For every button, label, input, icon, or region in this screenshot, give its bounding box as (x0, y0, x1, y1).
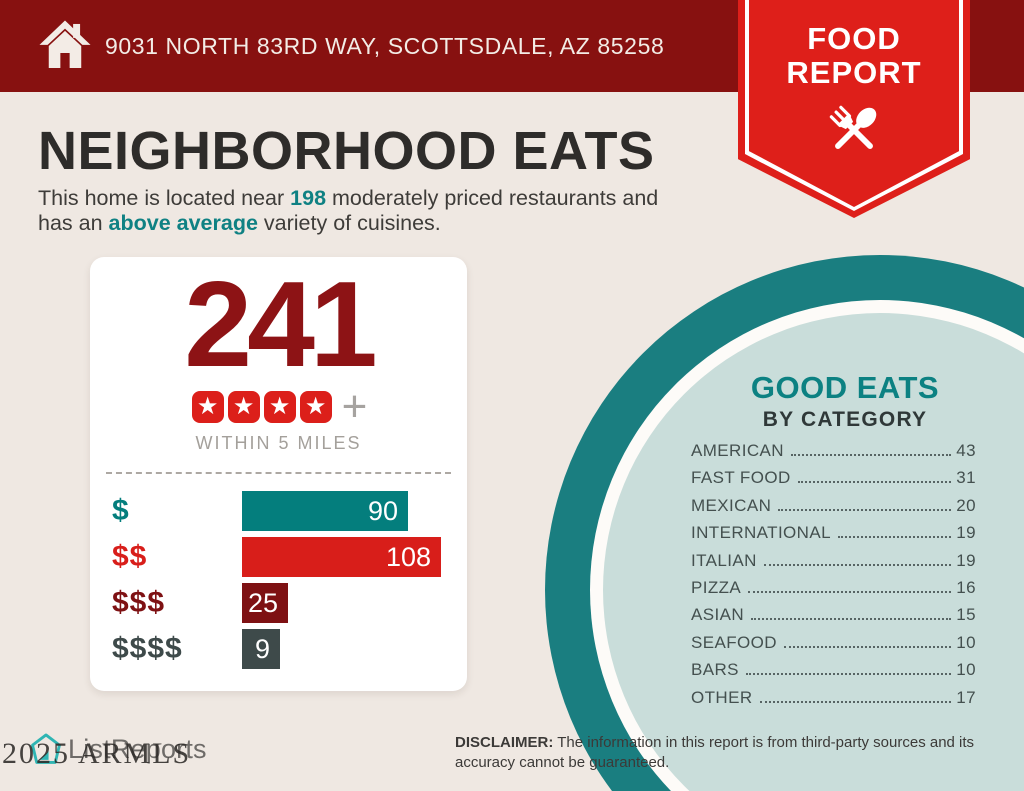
category-label: INTERNATIONAL (691, 523, 831, 543)
category-row: ASIAN 15 (691, 605, 976, 632)
category-value: 19 (956, 550, 976, 570)
category-label: BARS (691, 660, 739, 680)
restaurant-count: 198 (290, 186, 327, 210)
dashed-divider (106, 472, 451, 474)
radius-caption: WITHIN 5 MILES (195, 433, 362, 453)
ribbon-title-line1: FOOD (807, 21, 901, 56)
listreports-house-icon (31, 733, 61, 764)
category-row: OTHER 17 (691, 688, 976, 715)
category-label: FAST FOOD (691, 468, 791, 488)
dotted-leader (783, 645, 952, 648)
disclaimer: DISCLAIMER: The information in this repo… (455, 733, 1015, 774)
property-address: 9031 NORTH 83RD WAY, SCOTTSDALE, AZ 8525… (105, 32, 665, 59)
dotted-leader (797, 481, 952, 484)
category-value: 15 (956, 605, 976, 625)
star-icon: ★ (227, 391, 260, 423)
disclaimer-label: DISCLAIMER: (455, 734, 554, 751)
variety-highlight: above average (108, 210, 258, 235)
category-row: FAST FOOD 31 (691, 468, 976, 495)
category-value: 10 (956, 632, 976, 652)
category-label: ITALIAN (691, 550, 757, 570)
category-value: 19 (956, 523, 976, 543)
price-tier-label: $$$$ (112, 632, 183, 665)
spoon-fork-icon (829, 105, 877, 150)
category-row: PIZZA 16 (691, 578, 976, 605)
dotted-leader (759, 700, 952, 703)
category-value: 17 (956, 687, 976, 707)
price-tier-value: 25 (247, 587, 278, 618)
star-rating: ★ ★ ★ ★ + (90, 382, 467, 431)
dotted-leader (751, 618, 952, 621)
price-tier-label: $$$ (112, 586, 166, 619)
dotted-leader (778, 508, 952, 511)
category-row: ITALIAN 19 (691, 551, 976, 578)
intro-text-middle: moderately priced restaurants and has an (38, 186, 659, 235)
goodeats-title: GOOD EATS (750, 370, 940, 405)
price-bar-row: $$ 108 (112, 534, 443, 580)
page-title: NEIGHBORHOOD EATS (38, 121, 655, 181)
category-label: ASIAN (691, 605, 745, 625)
ribbon-title-line2: REPORT (786, 55, 922, 91)
price-tier-value: 108 (385, 541, 431, 572)
category-label: OTHER (691, 687, 753, 707)
category-value: 20 (956, 495, 976, 515)
price-bar-row: $$$$ 9 (112, 626, 443, 672)
category-value: 43 (956, 441, 976, 460)
price-tier-bar: 9 (242, 629, 280, 669)
category-label: AMERICAN (691, 441, 784, 460)
price-bar-row: $90 (112, 488, 443, 534)
total-restaurants: 241 (184, 256, 378, 392)
star-icon: ★ (263, 391, 296, 423)
summary-card: 241 ★ ★ ★ ★ + WITHIN 5 MILES $90 $$ 108 $$$ 25 $$… (90, 257, 467, 691)
listreports-logo: ListReports (30, 732, 207, 766)
category-row: MEXICAN 20 (691, 496, 976, 523)
category-row: AMERICAN 43 (691, 441, 976, 468)
plus-icon: + (341, 382, 368, 431)
price-tier-bar: 90 (242, 491, 408, 531)
dotted-leader (790, 454, 952, 456)
intro-text-after: variety of cuisines. (257, 210, 441, 235)
intro-paragraph: This home is located near 198 moderately… (38, 186, 698, 235)
dotted-leader (837, 536, 952, 539)
price-tier-value: 90 (367, 495, 398, 526)
ribbon-title: FOOD REPORT (738, 21, 970, 91)
goodeats-subtitle: BY CATEGORY (762, 408, 928, 431)
category-row: BARS 10 (691, 660, 976, 687)
category-label: PIZZA (691, 577, 742, 597)
dotted-leader (763, 563, 952, 566)
category-label: SEAFOOD (691, 632, 777, 652)
home-icon (39, 20, 91, 69)
food-report-ribbon: FOOD REPORT (738, 0, 970, 218)
price-bar-row: $$$ 25 (112, 580, 443, 626)
dotted-leader (745, 673, 952, 676)
armls-watermark: 2025 ARMLS (2, 737, 192, 770)
star-icon: ★ (191, 391, 224, 423)
category-label: MEXICAN (691, 495, 772, 515)
price-tier-label: $$ (112, 540, 148, 573)
category-value: 31 (956, 468, 976, 488)
category-row: SEAFOOD 10 (691, 633, 976, 660)
price-tier-bar: 108 (242, 537, 441, 577)
price-tier-value: 9 (254, 633, 270, 664)
price-bar-chart: $90 $$ 108 $$$ 25 $$$$ 9 (90, 488, 467, 672)
disclaimer-text: The information in this report is from t… (455, 734, 975, 772)
star-icon: ★ (299, 391, 332, 423)
category-list: AMERICAN 43 FAST FOOD 31 MEXICAN 20 INTERNATIO… (691, 441, 976, 715)
listreports-logo-text: ListReports (68, 733, 207, 764)
ribbon-content: FOOD REPORT (738, 0, 970, 167)
category-value: 10 (956, 660, 976, 680)
dotted-leader (748, 590, 952, 593)
price-tier-label: $ (112, 494, 130, 527)
price-tier-bar: 25 (242, 583, 288, 623)
goodeats-heading: GOOD EATS BY CATEGORY (680, 370, 1010, 432)
intro-text-before: This home is located near (38, 186, 291, 210)
category-value: 16 (956, 577, 976, 597)
category-row: INTERNATIONAL 19 (691, 523, 976, 550)
